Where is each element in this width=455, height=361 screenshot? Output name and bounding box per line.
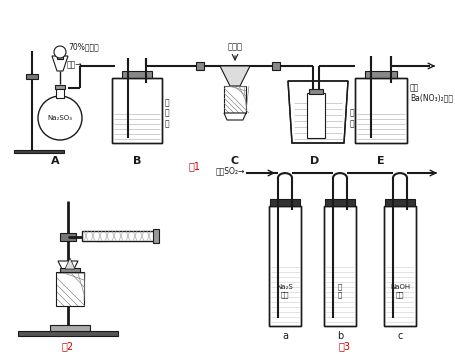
Text: C: C [230, 156, 238, 166]
Bar [268, 206, 300, 326]
Bar [96, 233, 108, 241]
Bar [60, 268, 80, 273]
Text: a: a [281, 331, 288, 341]
Bar [384, 199, 414, 206]
Bar [324, 199, 354, 206]
Polygon shape [219, 66, 249, 86]
Text: 浓
硫
酸: 浓 硫 酸 [165, 98, 169, 128]
Text: 70%浓硫酸: 70%浓硫酸 [68, 43, 99, 52]
Text: B: B [132, 156, 141, 166]
Text: A: A [51, 156, 59, 166]
Text: 图2: 图2 [62, 341, 74, 351]
Text: NaOH
溶液: NaOH 溶液 [389, 284, 409, 298]
Bar [153, 229, 159, 243]
Bar [268, 206, 300, 326]
Circle shape [38, 96, 82, 140]
Bar [269, 199, 299, 206]
Bar [113, 107, 161, 142]
Text: 图1: 图1 [188, 161, 201, 171]
Text: Na₂SO₃: Na₂SO₃ [47, 115, 72, 121]
Text: E: E [376, 156, 384, 166]
Polygon shape [289, 100, 345, 142]
Bar [324, 206, 355, 326]
Polygon shape [288, 81, 347, 143]
Bar [384, 265, 414, 325]
Text: 足量SO₂→: 足量SO₂→ [215, 166, 244, 175]
Bar [196, 62, 203, 70]
Text: b: b [336, 331, 342, 341]
Text: 催化剂: 催化剂 [227, 42, 242, 51]
Text: D: D [310, 156, 319, 166]
Polygon shape [223, 113, 245, 120]
Bar [112, 78, 162, 143]
Text: c: c [396, 331, 402, 341]
Bar [18, 331, 118, 336]
Polygon shape [52, 56, 68, 71]
Bar [112, 78, 162, 143]
Bar [354, 78, 406, 143]
Bar [324, 265, 354, 325]
Bar [56, 272, 84, 306]
Bar [383, 206, 415, 326]
Bar [383, 206, 415, 326]
Bar [55, 85, 65, 89]
Bar [14, 150, 64, 153]
Polygon shape [58, 261, 78, 269]
Circle shape [54, 46, 66, 58]
Bar [324, 206, 355, 326]
Polygon shape [65, 258, 75, 269]
Text: 氧气→: 氧气→ [67, 61, 82, 70]
Text: 足量
Ba(NO₃)₂溶液: 足量 Ba(NO₃)₂溶液 [409, 83, 452, 103]
Bar [122, 71, 152, 78]
Bar [223, 86, 245, 113]
Bar [56, 88, 64, 98]
Bar [354, 78, 406, 143]
Bar [364, 71, 396, 78]
Bar [269, 265, 299, 325]
Bar [50, 325, 90, 331]
Bar [308, 89, 322, 94]
Text: 氯
水: 氯 水 [337, 284, 341, 298]
Text: Na₂S
溶液: Na₂S 溶液 [276, 284, 293, 298]
Text: 冰
水: 冰 水 [349, 109, 354, 128]
Bar [306, 93, 324, 138]
Bar [57, 56, 63, 59]
Bar [271, 62, 279, 70]
Bar [355, 107, 405, 142]
Text: 图3: 图3 [338, 341, 350, 351]
Bar [26, 74, 38, 79]
Bar [82, 231, 157, 241]
Bar [60, 233, 76, 241]
